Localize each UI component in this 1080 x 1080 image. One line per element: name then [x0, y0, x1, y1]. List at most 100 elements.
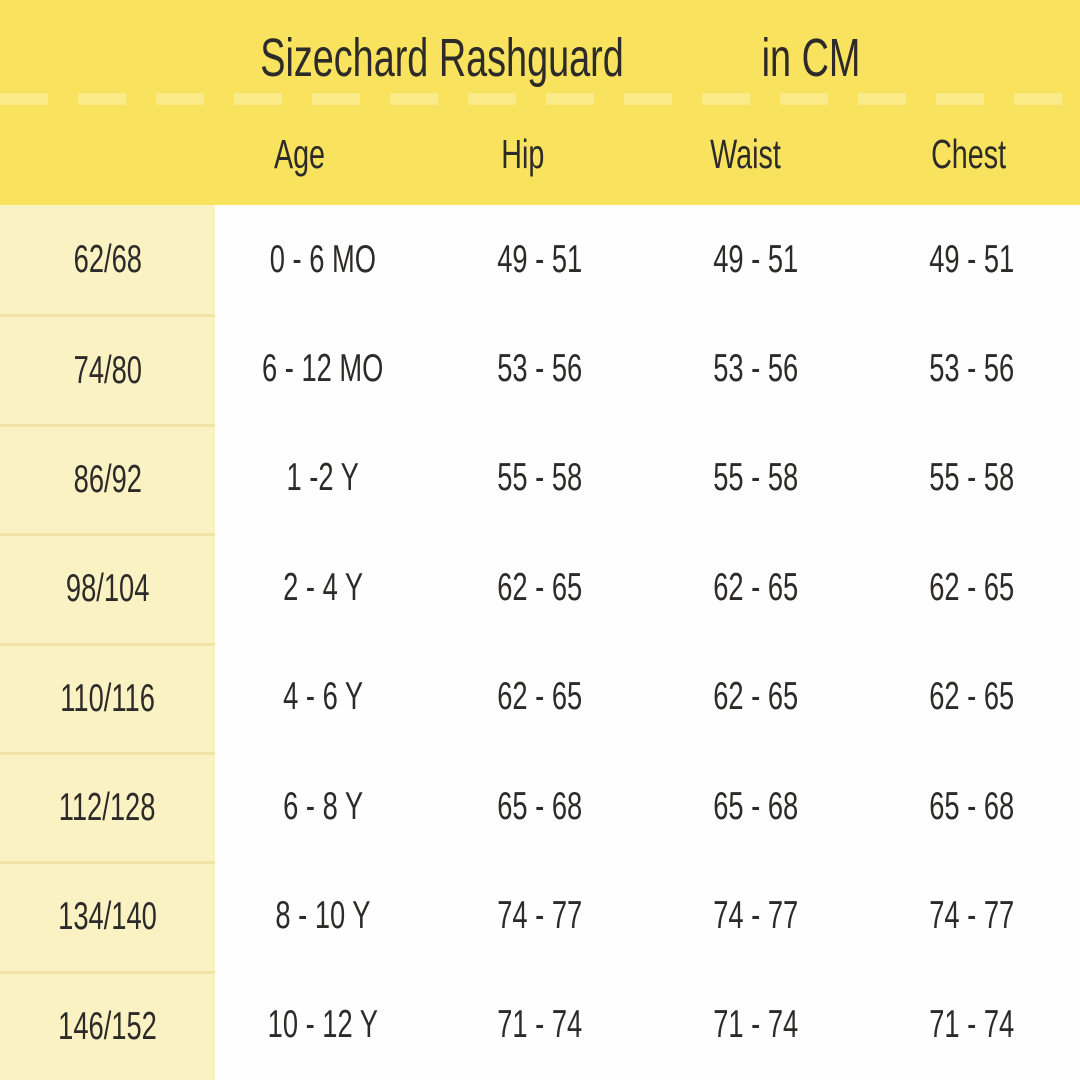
chest-cell: 53 - 56	[864, 314, 1080, 423]
column-header-chest: Chest	[857, 117, 1080, 192]
chest-value: 71 - 74	[929, 1003, 1015, 1047]
age-cell: 1 -2 Y	[215, 424, 431, 533]
waist-value: 65 - 68	[713, 784, 799, 828]
hip-cell: 49 - 51	[431, 205, 647, 314]
size-value: 74/80	[73, 348, 142, 392]
hip-value: 74 - 77	[496, 893, 582, 937]
size-value: 86/92	[73, 457, 142, 501]
waist-cell: 71 - 74	[648, 971, 864, 1080]
column-header-row: Age Hip Waist Chest	[0, 117, 1080, 192]
size-value: 112/128	[59, 786, 156, 830]
chest-value: 62 - 65	[929, 675, 1015, 719]
waist-cell: 49 - 51	[648, 205, 864, 314]
chest-cell: 55 - 58	[864, 424, 1080, 533]
unit-label: in CM	[761, 28, 861, 88]
waist-cell: 62 - 65	[648, 533, 864, 642]
column-header-age: Age	[188, 117, 411, 192]
hip-value: 55 - 58	[496, 456, 582, 500]
column-header-age-label: Age	[273, 131, 326, 177]
chest-cell: 71 - 74	[864, 971, 1080, 1080]
column-header-chest-label: Chest	[931, 131, 1006, 177]
table-row: 98/104 2 - 4 Y 62 - 65 62 - 65 62 - 65	[0, 533, 1080, 643]
hip-value: 65 - 68	[496, 784, 582, 828]
hip-value: 62 - 65	[496, 565, 582, 609]
age-cell: 6 - 12 MO	[215, 314, 431, 423]
hip-cell: 65 - 68	[431, 752, 647, 861]
hip-cell: 71 - 74	[431, 971, 647, 1080]
chart-title: Sizechard Rashguard	[260, 28, 624, 88]
chart-header: Sizechard Rashguard in CM Age Hip Waist …	[0, 0, 1080, 205]
waist-cell: 74 - 77	[648, 861, 864, 970]
size-value: 134/140	[58, 895, 157, 939]
hip-cell: 55 - 58	[431, 424, 647, 533]
waist-value: 62 - 65	[713, 565, 799, 609]
column-header-spacer	[0, 117, 188, 192]
column-header-hip: Hip	[411, 117, 634, 192]
age-cell: 0 - 6 MO	[215, 205, 431, 314]
table-row: 74/80 6 - 12 MO 53 - 56 53 - 56 53 - 56	[0, 314, 1080, 424]
chest-cell: 62 - 65	[864, 533, 1080, 642]
hip-value: 49 - 51	[496, 237, 582, 281]
age-value: 0 - 6 MO	[270, 237, 377, 281]
hip-cell: 62 - 65	[431, 533, 647, 642]
chest-cell: 49 - 51	[864, 205, 1080, 314]
size-table: 62/68 0 - 6 MO 49 - 51 49 - 51 49 - 51 7…	[0, 205, 1080, 1080]
hip-value: 62 - 65	[496, 675, 582, 719]
size-cell: 74/80	[0, 314, 215, 424]
hip-cell: 53 - 56	[431, 314, 647, 423]
chest-value: 62 - 65	[929, 565, 1015, 609]
watermark-band	[0, 93, 1080, 105]
size-value: 110/116	[60, 676, 155, 720]
hip-cell: 74 - 77	[431, 861, 647, 970]
waist-value: 71 - 74	[713, 1003, 799, 1047]
column-header-hip-label: Hip	[500, 131, 545, 177]
size-cell: 112/128	[0, 751, 215, 862]
size-value: 98/104	[65, 567, 150, 611]
age-value: 6 - 8 Y	[283, 784, 364, 828]
column-header-waist-label: Waist	[710, 131, 781, 177]
size-cell: 110/116	[0, 642, 215, 752]
size-cell: 98/104	[0, 533, 215, 643]
waist-value: 55 - 58	[713, 456, 799, 500]
waist-cell: 55 - 58	[648, 424, 864, 533]
waist-cell: 65 - 68	[648, 752, 864, 861]
table-row: 112/128 6 - 8 Y 65 - 68 65 - 68 65 - 68	[0, 751, 1080, 862]
age-value: 6 - 12 MO	[262, 347, 384, 391]
hip-value: 53 - 56	[496, 347, 582, 391]
age-cell: 10 - 12 Y	[215, 971, 431, 1080]
table-row: 62/68 0 - 6 MO 49 - 51 49 - 51 49 - 51	[0, 205, 1080, 315]
column-header-waist: Waist	[634, 117, 857, 192]
waist-value: 62 - 65	[713, 675, 799, 719]
waist-cell: 62 - 65	[648, 643, 864, 752]
size-cell: 134/140	[0, 861, 215, 971]
age-cell: 4 - 6 Y	[215, 643, 431, 752]
table-row: 134/140 8 - 10 Y 74 - 77 74 - 77 74 - 77	[0, 861, 1080, 971]
age-value: 4 - 6 Y	[283, 675, 364, 719]
age-value: 2 - 4 Y	[283, 565, 364, 609]
hip-value: 71 - 74	[496, 1003, 582, 1047]
age-value: 8 - 10 Y	[275, 893, 371, 937]
age-cell: 8 - 10 Y	[215, 861, 431, 970]
size-cell: 146/152	[0, 970, 215, 1080]
chest-value: 74 - 77	[929, 893, 1015, 937]
size-cell: 86/92	[0, 423, 215, 534]
age-value: 1 -2 Y	[286, 456, 360, 500]
chest-value: 49 - 51	[929, 237, 1015, 281]
table-row: 110/116 4 - 6 Y 62 - 65 62 - 65 62 - 65	[0, 642, 1080, 752]
size-cell: 62/68	[0, 205, 215, 315]
age-cell: 2 - 4 Y	[215, 533, 431, 642]
chest-cell: 65 - 68	[864, 752, 1080, 861]
chest-cell: 62 - 65	[864, 643, 1080, 752]
waist-value: 74 - 77	[713, 893, 799, 937]
age-cell: 6 - 8 Y	[215, 752, 431, 861]
waist-value: 49 - 51	[713, 237, 799, 281]
waist-cell: 53 - 56	[648, 314, 864, 423]
size-value: 146/152	[58, 1004, 157, 1048]
chest-value: 53 - 56	[929, 347, 1015, 391]
chest-value: 65 - 68	[929, 784, 1015, 828]
waist-value: 53 - 56	[713, 347, 799, 391]
chest-value: 55 - 58	[929, 456, 1015, 500]
table-row: 86/92 1 -2 Y 55 - 58 55 - 58 55 - 58	[0, 423, 1080, 534]
age-value: 10 - 12 Y	[267, 1003, 379, 1047]
